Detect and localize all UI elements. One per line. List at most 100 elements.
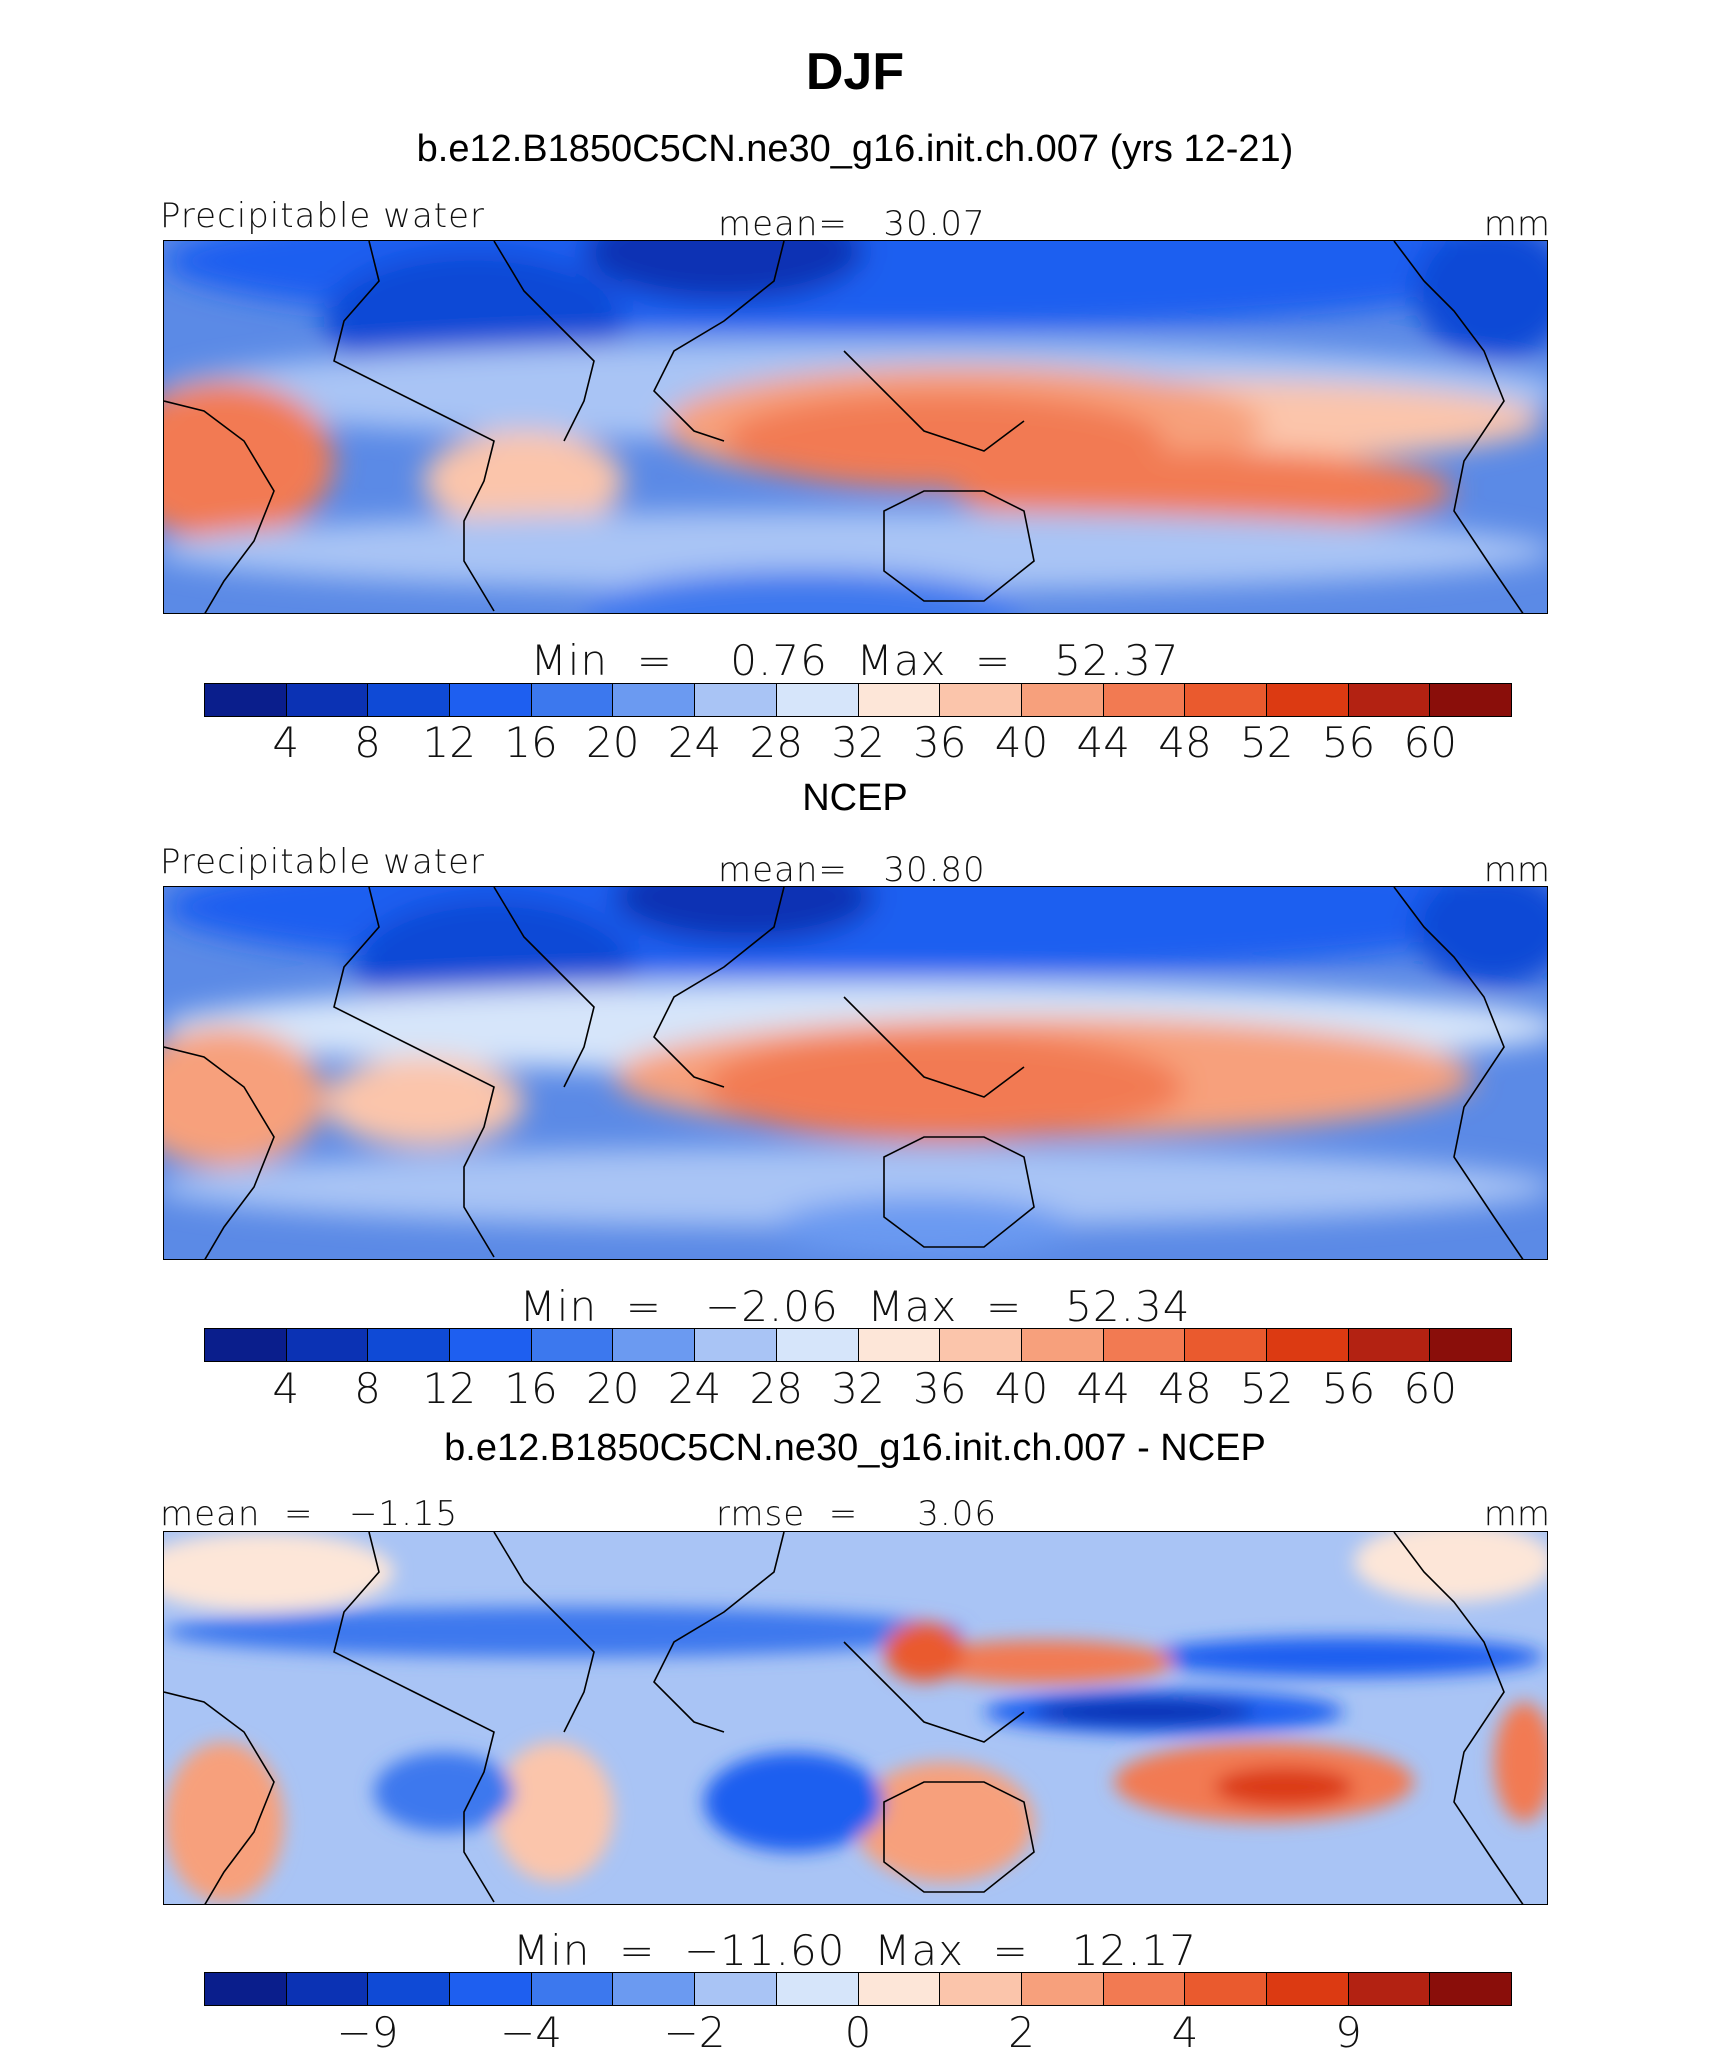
colorbar-swatch [858, 1973, 941, 2005]
colorbar-tick-label: −2 [663, 2008, 726, 2057]
panel-3-rmse-label: rmse = 3.06 [716, 1494, 997, 1534]
colorbar-tick-label: 44 [1076, 1364, 1130, 1413]
colorbar-swatch [1266, 1973, 1349, 2005]
colorbar-tick-label: 56 [1321, 1364, 1376, 1413]
colorbar-swatch [450, 1329, 532, 1361]
panel-2-map-field [164, 887, 1547, 1259]
colorbar-tick-label: 40 [994, 718, 1049, 767]
colorbar-swatch [940, 1329, 1022, 1361]
colorbar-tick-label: 60 [1403, 1364, 1457, 1413]
colorbar-swatch [1185, 1973, 1267, 2005]
panel-3-units-label: mm [1483, 1494, 1550, 1534]
colorbar-tick-label: 4 [272, 718, 300, 767]
panel-1-minmax: Min = 0.76 Max = 52.37 [530, 636, 1180, 685]
colorbar-swatch [858, 1329, 941, 1361]
colorbar-swatch [858, 684, 941, 716]
colorbar-swatch [1103, 1329, 1186, 1361]
colorbar-tick-label: 52 [1240, 1364, 1294, 1413]
colorbar-tick-label: 0 [844, 2008, 872, 2057]
colorbar-swatch [450, 1973, 532, 2005]
colorbar-swatch [1103, 684, 1186, 716]
colorbar-swatch [368, 684, 451, 716]
colorbar-tick-label: 40 [994, 1364, 1049, 1413]
colorbar-tick-label: 8 [354, 718, 381, 767]
colorbar-tick-label: 4 [272, 1364, 300, 1413]
panel-2-coastlines [164, 887, 1524, 1259]
colorbar-swatch [1021, 1973, 1104, 2005]
colorbar-tick-label: 24 [667, 1364, 722, 1413]
colorbar-swatch [695, 1329, 777, 1361]
colorbar-swatch [776, 1329, 859, 1361]
colorbar-tick-label: 4 [1171, 2008, 1199, 2057]
colorbar-swatch [613, 684, 696, 716]
colorbar-swatch [1021, 1329, 1104, 1361]
colorbar-tick-label: 36 [913, 718, 967, 767]
colorbar-swatch [531, 1973, 614, 2005]
colorbar-swatch [940, 1973, 1022, 2005]
panel-2-colorbar [204, 1328, 1512, 1362]
colorbar-tick-label: 12 [422, 718, 476, 767]
colorbar-tick-label: 32 [831, 1364, 885, 1413]
panel-1-map [163, 240, 1548, 614]
colorbar-swatch [450, 684, 532, 716]
panel-3-title: b.e12.B1850C5CN.ne30_g16.init.ch.007 - N… [444, 1427, 1266, 1469]
colorbar-tick-label: 48 [1158, 718, 1212, 767]
colorbar-swatch [1266, 684, 1349, 716]
colorbar-tick-label: 44 [1076, 718, 1130, 767]
colorbar-tick-label: 24 [667, 718, 722, 767]
colorbar-swatch [368, 1329, 451, 1361]
colorbar-swatch [1103, 1973, 1186, 2005]
colorbar-tick-label: 28 [749, 1364, 803, 1413]
colorbar-tick-label: 60 [1403, 718, 1457, 767]
colorbar-swatch [1430, 684, 1511, 716]
colorbar-swatch [1348, 1973, 1431, 2005]
colorbar-tick-label: −4 [500, 2008, 562, 2057]
colorbar-swatch [1430, 1973, 1511, 2005]
colorbar-swatch [776, 684, 859, 716]
colorbar-swatch [1266, 1329, 1349, 1361]
colorbar-tick-label: 20 [586, 718, 640, 767]
colorbar-swatch [286, 684, 369, 716]
panel-2-minmax: Min = −2.06 Max = 52.34 [519, 1282, 1191, 1331]
panel-3-colorbar [204, 1972, 1512, 2006]
colorbar-tick-label: 32 [831, 718, 885, 767]
panel-1-mean-label: mean= 30.07 [718, 204, 986, 244]
panel-2-variable-label: Precipitable water [160, 842, 486, 882]
colorbar-tick-label: −9 [336, 2008, 399, 2057]
panel-2-title: NCEP [802, 777, 908, 819]
panel-1-map-field [164, 241, 1547, 613]
colorbar-swatch [940, 684, 1022, 716]
colorbar-swatch [1348, 684, 1431, 716]
colorbar-tick-label: 56 [1321, 718, 1376, 767]
colorbar-swatch [368, 1973, 451, 2005]
colorbar-swatch [1185, 684, 1267, 716]
panel-3-coastlines [164, 1532, 1524, 1904]
colorbar-swatch [205, 684, 287, 716]
colorbar-swatch [695, 684, 777, 716]
panel-1-coastlines [164, 241, 1524, 613]
colorbar-tick-label: 8 [354, 1364, 381, 1413]
panel-3-minmax: Min = −11.60 Max = 12.17 [512, 1926, 1198, 1975]
colorbar-swatch [776, 1973, 859, 2005]
panel-2-map [163, 886, 1548, 1260]
colorbar-swatch [695, 1973, 777, 2005]
colorbar-tick-label: 52 [1240, 718, 1294, 767]
colorbar-swatch [286, 1973, 369, 2005]
colorbar-swatch [613, 1973, 696, 2005]
colorbar-swatch [1185, 1329, 1267, 1361]
panel-1-units-label: mm [1483, 204, 1550, 244]
panel-1-colorbar [204, 683, 1512, 717]
colorbar-tick-label: 9 [1335, 2008, 1362, 2057]
panel-3-map-field [164, 1532, 1547, 1904]
colorbar-swatch [531, 1329, 614, 1361]
colorbar-tick-label: 2 [1008, 2008, 1035, 2057]
figure-title: DJF [805, 43, 905, 101]
colorbar-tick-label: 16 [504, 718, 558, 767]
colorbar-swatch [1348, 1329, 1431, 1361]
colorbar-swatch [286, 1329, 369, 1361]
panel-3-map [163, 1531, 1548, 1905]
panel-1-variable-label: Precipitable water [160, 196, 486, 236]
colorbar-tick-label: 12 [422, 1364, 476, 1413]
colorbar-tick-label: 16 [504, 1364, 558, 1413]
colorbar-swatch [205, 1973, 287, 2005]
